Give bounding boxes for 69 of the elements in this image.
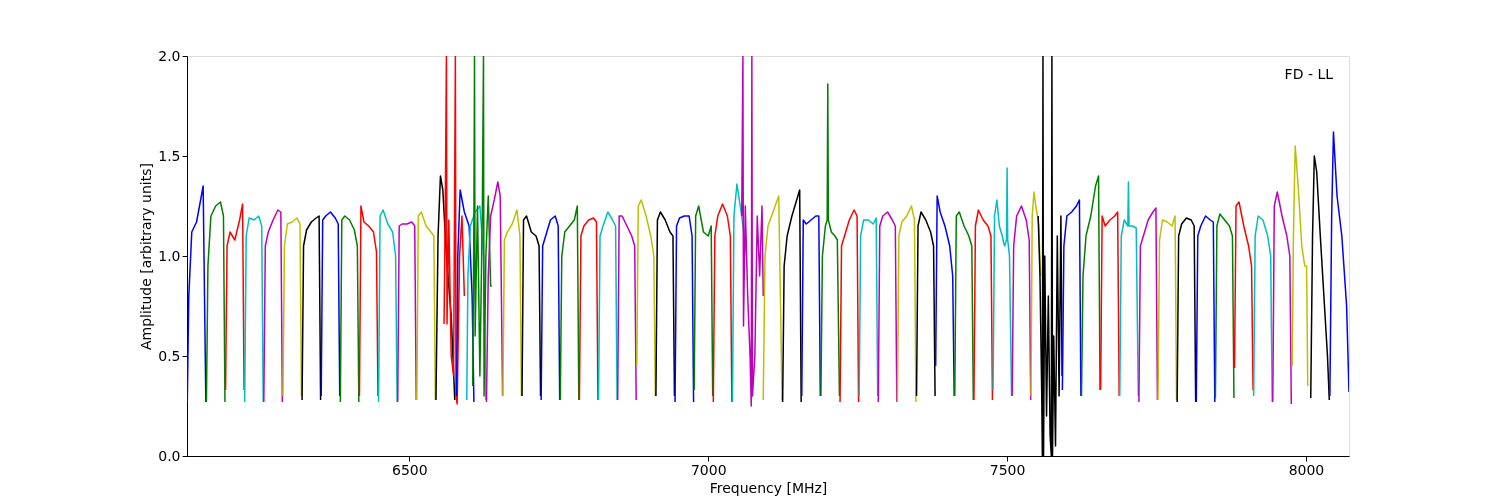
line-series [471, 56, 493, 397]
line-series [1099, 211, 1120, 397]
line-series [616, 215, 637, 401]
line-series [540, 215, 561, 401]
line-series [358, 205, 379, 397]
line-series [858, 217, 879, 397]
line-series [674, 215, 695, 403]
line-series [1214, 213, 1235, 399]
line-series [1030, 191, 1042, 397]
line-series [934, 195, 955, 397]
line-series [839, 209, 860, 403]
line-series [973, 209, 994, 401]
line-series [502, 209, 523, 397]
line-series [443, 56, 466, 405]
y-tick-label: 2.0 [158, 47, 181, 64]
line-series [781, 189, 802, 403]
line-series [1272, 191, 1293, 405]
line-series [712, 203, 733, 403]
line-series [187, 185, 207, 403]
line-series [1080, 175, 1101, 397]
line-series [339, 215, 360, 403]
line-series [224, 203, 245, 391]
line-series [1233, 201, 1254, 391]
line-series [896, 205, 917, 403]
line-series [559, 205, 580, 401]
line-series [1310, 155, 1331, 401]
x-tick-label: 8000 [1288, 461, 1325, 478]
line-series [762, 195, 783, 401]
line-series [1329, 131, 1349, 397]
line-series [655, 211, 676, 397]
line-series [597, 211, 618, 401]
line-series [915, 211, 936, 397]
line-series [1138, 207, 1159, 403]
line-series [377, 209, 398, 403]
line-series [1157, 215, 1178, 401]
line-series [578, 217, 599, 401]
x-tick-label: 7500 [989, 461, 1026, 478]
line-series [1252, 215, 1273, 403]
line-series [521, 215, 542, 397]
line-series [1195, 215, 1216, 403]
line-series [1061, 199, 1082, 397]
x-tick-label: 6500 [392, 461, 428, 478]
line-series [416, 211, 437, 401]
line-series [396, 221, 417, 403]
line-series [877, 211, 898, 403]
line-series [320, 211, 341, 397]
line-series [693, 205, 714, 397]
y-tick-label: 1.5 [158, 147, 181, 164]
line-series [485, 181, 504, 403]
y-axis-title: Amplitude [arbitrary units] [138, 163, 155, 350]
line-series [820, 83, 841, 397]
line-series [801, 215, 822, 397]
line-series [731, 183, 748, 403]
line-series [243, 215, 264, 403]
line-series [282, 217, 303, 397]
line-series [1119, 181, 1140, 397]
x-tick-label: 7000 [690, 461, 727, 478]
y-tick-label: 0.0 [158, 447, 181, 464]
line-series [263, 209, 284, 403]
line-series [1176, 217, 1197, 403]
line-series [1011, 205, 1032, 401]
x-axis-title: Frequency [MHz] [709, 479, 828, 496]
y-tick-label: 1.0 [158, 247, 181, 264]
line-series [1291, 145, 1309, 387]
y-tick-label: 0.5 [158, 347, 181, 364]
line-series [740, 56, 764, 407]
line-series [301, 215, 322, 401]
annotation: FD - LL [1284, 66, 1334, 82]
line-series [205, 201, 226, 403]
